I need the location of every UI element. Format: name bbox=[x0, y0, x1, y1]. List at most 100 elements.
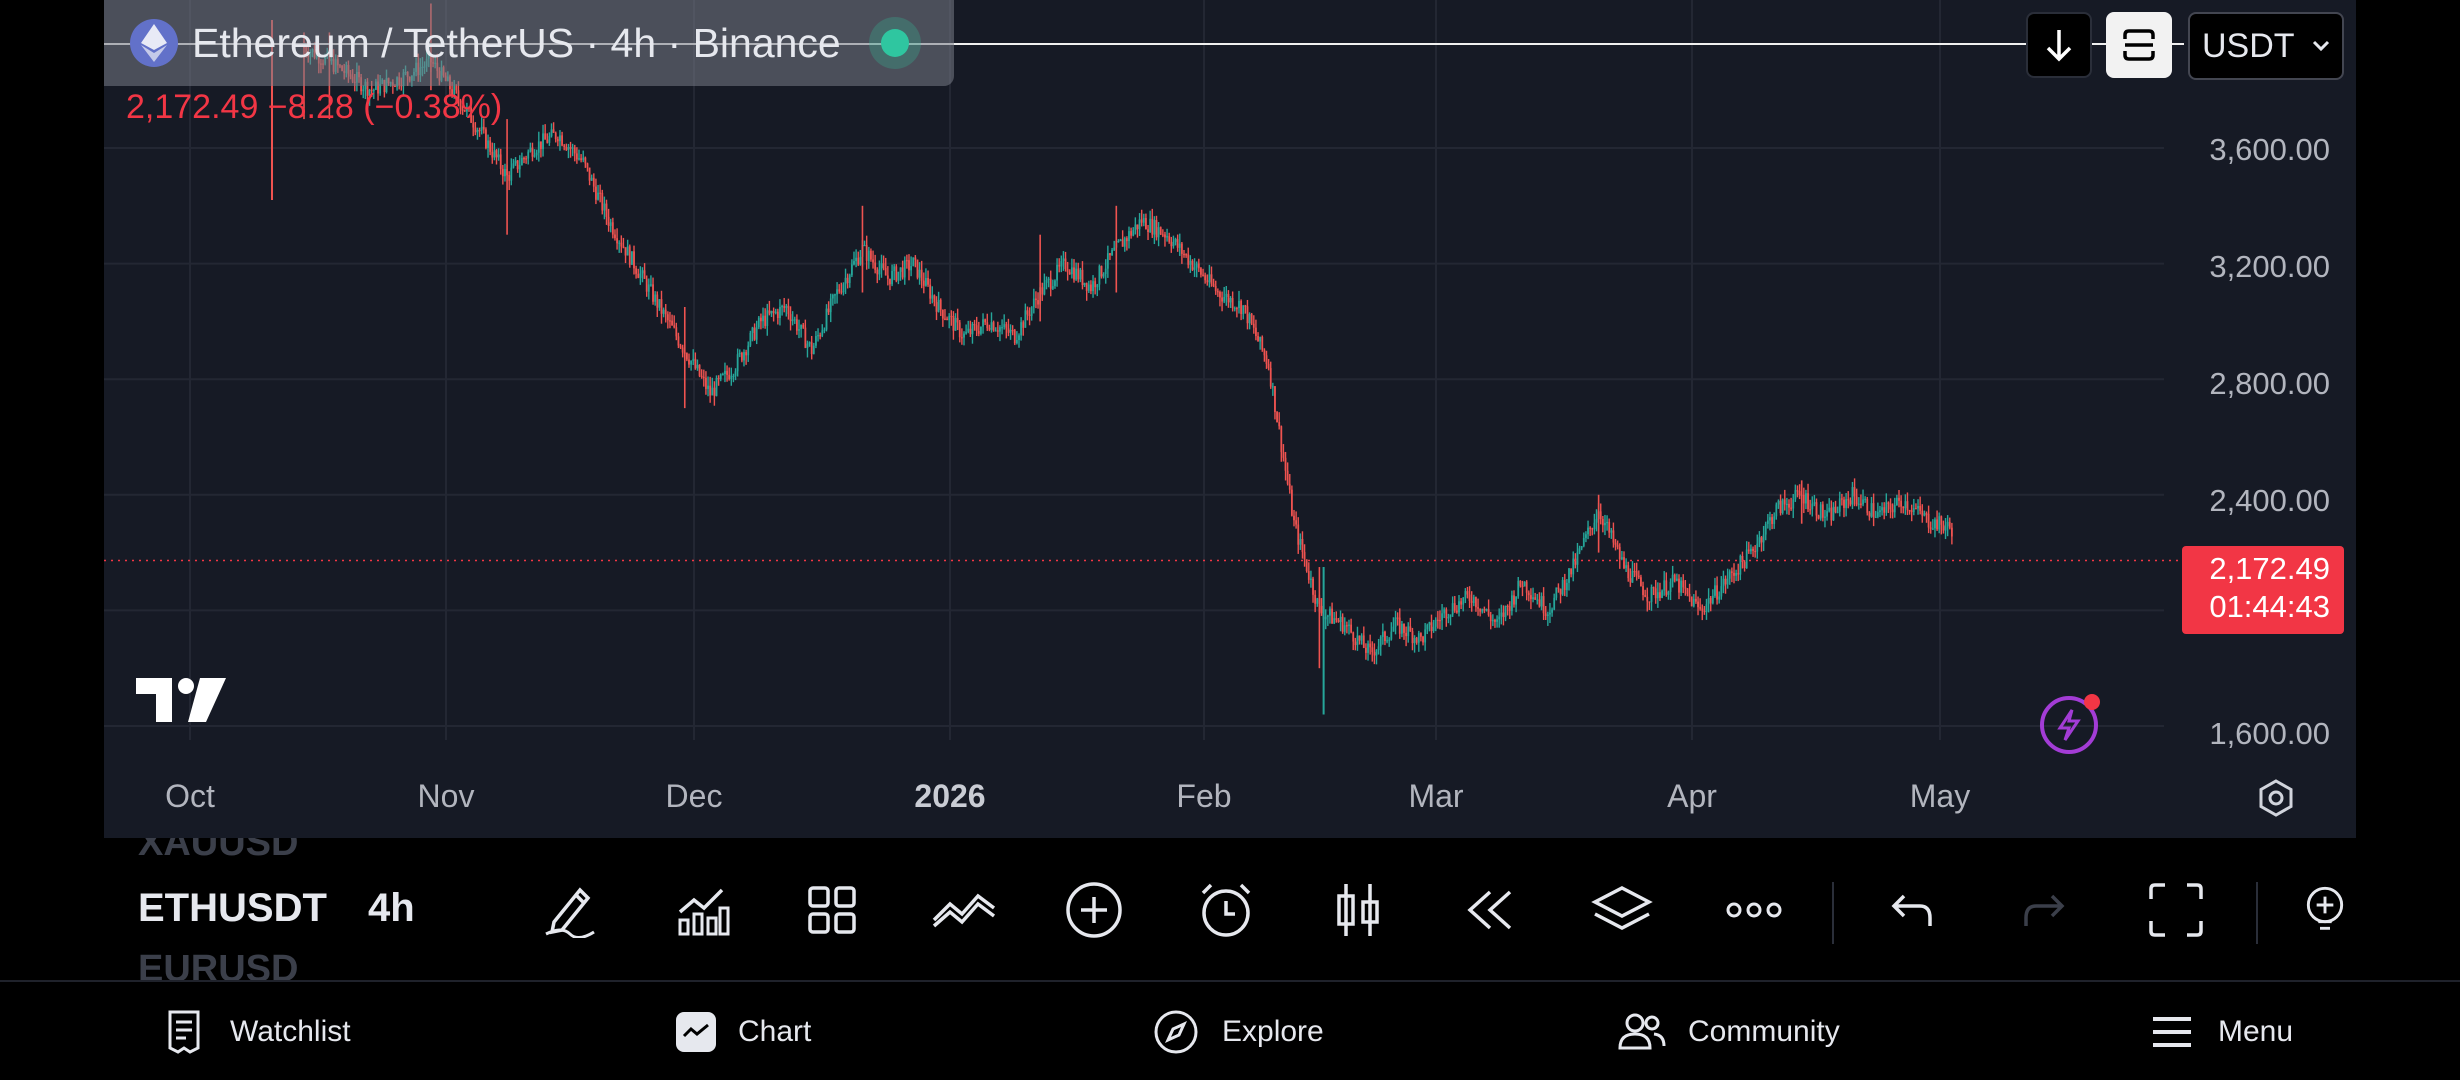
candle-body bbox=[1060, 261, 1063, 267]
more-button[interactable] bbox=[1722, 878, 1786, 942]
candle-body bbox=[1817, 515, 1820, 519]
symbol-header[interactable]: Ethereum / TetherUS · 4h · Binance bbox=[104, 0, 954, 86]
candle-body bbox=[654, 294, 657, 302]
candle-body bbox=[662, 309, 665, 314]
candle-body bbox=[639, 273, 642, 278]
candle-body bbox=[700, 375, 703, 378]
candle-body bbox=[1576, 552, 1579, 565]
candle-body bbox=[1663, 580, 1666, 591]
candle-body bbox=[1049, 278, 1052, 289]
candle-body bbox=[840, 291, 843, 293]
candle-body bbox=[937, 299, 940, 312]
candle-body bbox=[474, 127, 477, 133]
alert-button[interactable] bbox=[1194, 878, 1258, 942]
fullscreen-button[interactable] bbox=[2144, 878, 2208, 942]
candle-body bbox=[916, 259, 919, 278]
layers-button[interactable] bbox=[1590, 878, 1654, 942]
candle-body bbox=[707, 385, 709, 389]
candle-body bbox=[1409, 626, 1412, 632]
compare-button[interactable] bbox=[932, 878, 996, 942]
candle-body bbox=[476, 129, 479, 133]
auto-scale-button[interactable] bbox=[2106, 12, 2172, 78]
candle-body bbox=[453, 86, 456, 95]
candle-body bbox=[1138, 219, 1141, 230]
download-button[interactable] bbox=[2026, 12, 2092, 78]
scale-frame-icon bbox=[2123, 29, 2155, 61]
candle-body bbox=[1159, 227, 1162, 235]
candle-body bbox=[1079, 269, 1082, 280]
candle-body bbox=[1299, 538, 1302, 545]
candle-body bbox=[1557, 587, 1560, 589]
candle-body bbox=[1468, 594, 1471, 601]
symbol-title[interactable]: Ethereum / TetherUS · 4h · Binance bbox=[192, 19, 841, 66]
candle-body bbox=[1153, 220, 1156, 235]
candle-body bbox=[1081, 269, 1084, 286]
candle-body bbox=[567, 147, 570, 150]
candle-body bbox=[1168, 236, 1171, 242]
candle-body bbox=[1872, 503, 1875, 518]
candle-body bbox=[1271, 386, 1274, 388]
candle-body bbox=[1441, 613, 1443, 621]
candle-body bbox=[1219, 291, 1221, 298]
candle-body bbox=[1834, 506, 1837, 513]
candle-body bbox=[808, 342, 811, 344]
candle-body bbox=[1223, 296, 1226, 302]
candle-body bbox=[855, 257, 858, 262]
x-tick: Mar bbox=[1408, 778, 1464, 814]
settings-icon[interactable] bbox=[2256, 778, 2296, 818]
chart-panel[interactable]: Ethereum / TetherUS · 4h · Binance 2,172… bbox=[104, 0, 2356, 838]
candle-body bbox=[626, 246, 629, 256]
candle-body bbox=[1591, 528, 1594, 530]
layouts-button[interactable] bbox=[800, 878, 864, 942]
nav-community-label: Community bbox=[1688, 1015, 1840, 1048]
symbol-next[interactable]: EURUSD bbox=[138, 948, 299, 980]
candle-body bbox=[377, 81, 379, 94]
replay-button[interactable] bbox=[1458, 878, 1522, 942]
draw-tool-button[interactable] bbox=[538, 878, 602, 942]
candle-body bbox=[1155, 220, 1158, 238]
nav-menu[interactable]: Menu bbox=[2148, 1004, 2293, 1060]
indicators-button[interactable] bbox=[670, 878, 734, 942]
candle-body bbox=[1405, 632, 1408, 637]
interval-button[interactable]: 4h bbox=[368, 886, 415, 930]
candle-body bbox=[599, 192, 602, 194]
undo-icon bbox=[1891, 894, 1932, 926]
candle-body bbox=[1807, 493, 1809, 510]
symbol-prev[interactable]: XAUUSD bbox=[138, 838, 299, 864]
indicators-icon bbox=[678, 888, 730, 936]
candle-body bbox=[982, 319, 984, 327]
chart-type-button[interactable] bbox=[1326, 878, 1390, 942]
candle-body bbox=[1109, 253, 1111, 256]
candle-body bbox=[859, 256, 862, 265]
add-button[interactable] bbox=[1062, 878, 1126, 942]
candle-body bbox=[1233, 308, 1236, 310]
candle-body bbox=[1750, 548, 1752, 552]
nav-explore[interactable]: Explore bbox=[1152, 1004, 1324, 1060]
candle-body bbox=[1348, 624, 1350, 626]
lightning-button[interactable] bbox=[2040, 694, 2100, 754]
candle-body bbox=[935, 302, 938, 312]
candle-body bbox=[1923, 513, 1926, 516]
zoom-button[interactable] bbox=[2300, 878, 2350, 942]
price-chart[interactable] bbox=[104, 0, 2356, 838]
nav-watchlist[interactable]: Watchlist bbox=[160, 1004, 351, 1060]
candle-body bbox=[609, 222, 612, 226]
candle-body bbox=[791, 319, 794, 322]
candle-body bbox=[908, 260, 910, 271]
redo-button[interactable] bbox=[2012, 878, 2076, 942]
symbol-switcher[interactable]: XAUUSD ETHUSDT EURUSD bbox=[138, 838, 328, 980]
candle-body bbox=[1883, 507, 1886, 513]
currency-select[interactable]: USDT bbox=[2188, 12, 2344, 80]
nav-chart[interactable]: Chart bbox=[676, 1004, 811, 1060]
symbol-current[interactable]: ETHUSDT bbox=[138, 886, 327, 930]
undo-button[interactable] bbox=[1880, 878, 1944, 942]
candle-body bbox=[578, 158, 580, 160]
candle-body bbox=[485, 129, 487, 148]
candle-body bbox=[762, 315, 764, 322]
nav-community[interactable]: Community bbox=[1618, 1004, 1840, 1060]
candle-body bbox=[1805, 493, 1807, 504]
candle-body bbox=[958, 322, 961, 338]
candle-body bbox=[719, 374, 722, 380]
candle-body bbox=[996, 330, 999, 332]
candle-body bbox=[1045, 280, 1048, 283]
